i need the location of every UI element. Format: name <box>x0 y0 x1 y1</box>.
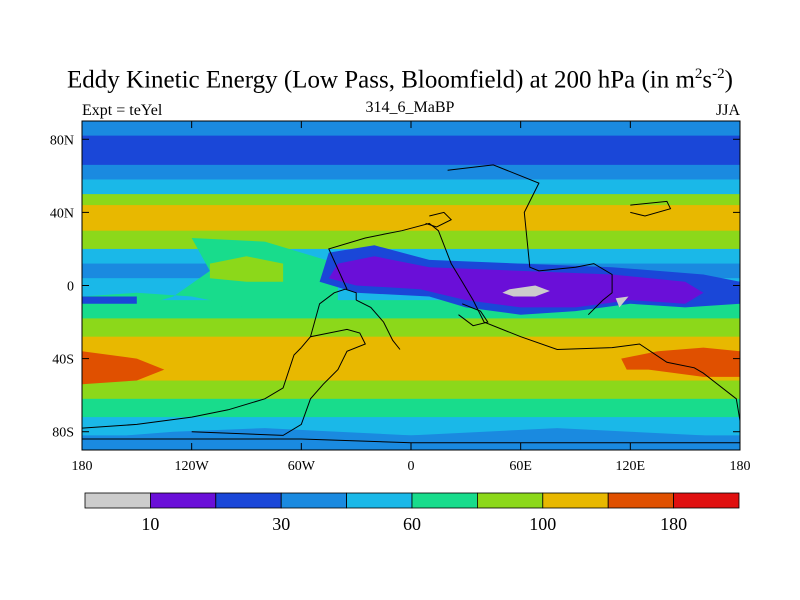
coastline-1 <box>191 328 366 436</box>
chart-title: Eddy Kinetic Energy (Low Pass, Bloomfiel… <box>67 66 733 94</box>
band-3 <box>82 179 740 195</box>
x-axis: 180 120W 60W 0 60E 120E 180 <box>72 121 751 474</box>
colorbar-swatch-7 <box>542 492 609 509</box>
coastline-6 <box>82 438 740 444</box>
colorbar-swatch-9 <box>673 492 740 509</box>
coastlines <box>82 164 740 444</box>
x-tick-label-3: 0 <box>408 459 415 474</box>
band-11 <box>82 318 740 338</box>
colorbar: 10 30 60 100 180 <box>84 492 740 534</box>
band-1 <box>82 135 740 166</box>
region-8 <box>621 347 740 377</box>
region-7 <box>82 351 165 385</box>
experiment-label: Expt = teYel <box>82 102 163 119</box>
x-tick-label-2: 60W <box>288 459 316 474</box>
colorbar-swatch-8 <box>607 492 675 509</box>
band-4 <box>82 194 740 206</box>
band-13 <box>82 380 740 400</box>
x-tick-label-0: 180 <box>72 459 93 474</box>
coastline-7 <box>630 200 672 217</box>
band-6 <box>82 230 740 250</box>
y-tick-label-0: 80N <box>50 133 74 148</box>
y-axis: 80N 40N 0 40S 80S <box>50 133 740 441</box>
region-1 <box>209 256 284 282</box>
y-tick-label-1: 40N <box>50 206 74 221</box>
season-label: JJA <box>715 102 740 119</box>
y-tick-label-2: 0 <box>67 280 74 295</box>
band-2 <box>82 164 740 180</box>
x-tick-label-5: 120E <box>616 459 646 474</box>
colorbar-label-1: 30 <box>272 514 290 534</box>
colorbar-label-0: 10 <box>141 514 159 534</box>
coastline-9 <box>458 303 489 327</box>
coastline-8 <box>425 211 453 228</box>
x-tick-label-1: 120W <box>175 459 210 474</box>
coastline-4 <box>355 299 401 350</box>
y-tick-label-4: 80S <box>52 426 74 441</box>
chart-subtitle: 314_6_MaBP <box>365 99 455 116</box>
band-5 <box>82 205 740 232</box>
colorbar-swatch-6 <box>476 492 544 509</box>
colorbar-swatch-0 <box>84 492 151 509</box>
coastline-2 <box>82 347 302 429</box>
region-5 <box>615 296 629 308</box>
colorbar-label-4: 180 <box>660 514 687 534</box>
colorbar-swatch-3 <box>280 492 348 509</box>
coastline-0 <box>447 164 613 316</box>
colorbar-swatch-2 <box>215 492 282 509</box>
x-tick-label-4: 60E <box>509 459 532 474</box>
band-14 <box>82 398 740 418</box>
colorbar-label-3: 100 <box>529 514 556 534</box>
region-4 <box>502 285 550 297</box>
colorbar-swatch-4 <box>346 492 413 509</box>
coastline-3 <box>310 288 357 337</box>
colorbar-swatch-5 <box>411 492 478 509</box>
y-tick-label-3: 40S <box>52 353 74 368</box>
band-0 <box>82 121 740 137</box>
x-tick-label-6: 180 <box>730 459 751 474</box>
coastline-5 <box>328 222 740 421</box>
region-6 <box>82 296 137 304</box>
colorbar-swatch-1 <box>149 492 217 509</box>
colorbar-label-2: 60 <box>403 514 421 534</box>
energy-field <box>82 121 740 450</box>
